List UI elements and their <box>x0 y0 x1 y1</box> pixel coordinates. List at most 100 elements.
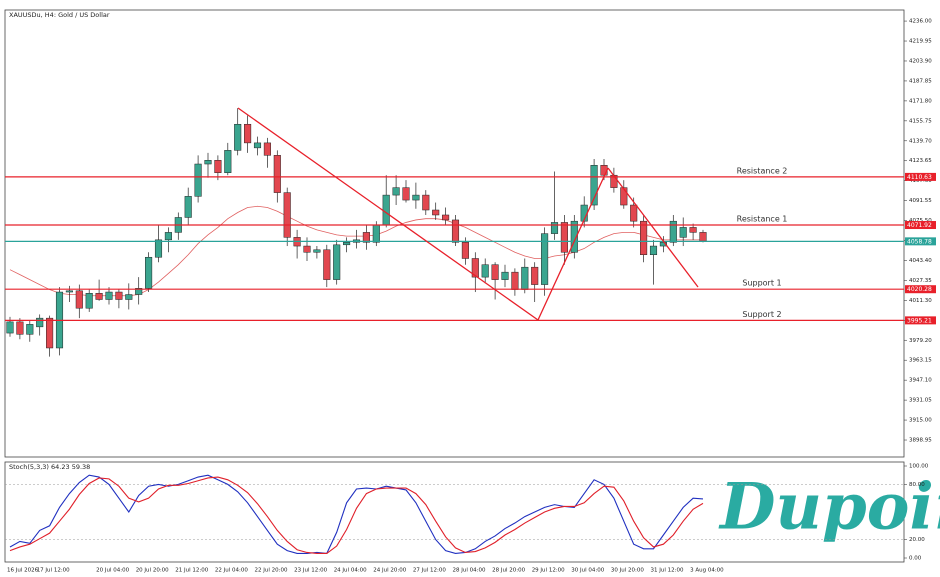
level-label: 4110.63 <box>907 174 932 181</box>
candle-body <box>105 291 113 300</box>
y-tick-label: 3915.00 <box>909 418 932 424</box>
candle-body <box>432 209 440 216</box>
last-price-label: 4058.78 <box>907 238 932 245</box>
candle-body <box>442 214 450 221</box>
candle-body <box>501 271 509 280</box>
candle-body <box>323 249 331 280</box>
candle-body <box>214 160 222 173</box>
candle-body <box>115 291 123 300</box>
candle-body <box>234 123 242 151</box>
candle-body <box>194 163 202 197</box>
candle-body <box>649 245 658 256</box>
candle-body <box>313 249 321 253</box>
candle-body <box>164 232 172 241</box>
candle-body <box>16 321 24 335</box>
y-tick-label: 4187.85 <box>909 78 932 84</box>
candle-body <box>343 242 351 246</box>
x-tick-label: 20 Jul 20:00 <box>136 568 169 574</box>
level-label-box <box>905 221 936 230</box>
y-tick-label: 3979.20 <box>909 338 932 344</box>
candle-body <box>451 219 460 243</box>
candle-body <box>135 288 143 295</box>
level-name: Support 1 <box>742 279 781 288</box>
level-label-box <box>905 316 936 325</box>
candle-body <box>640 220 648 256</box>
x-tick-label: 31 Jul 12:00 <box>651 568 684 574</box>
candle-body <box>491 264 499 280</box>
candle-body <box>184 196 192 218</box>
candle-body <box>511 271 519 290</box>
x-tick-label: 28 Jul 20:00 <box>492 568 525 574</box>
x-tick-label: 3 Aug 04:00 <box>690 568 724 574</box>
main-plot-frame <box>4 9 905 458</box>
candle-body <box>253 142 262 149</box>
x-tick-label: 24 Jul 04:00 <box>334 568 367 574</box>
level-name: Resistance 1 <box>737 215 788 224</box>
candle-body <box>570 220 578 253</box>
watermark: Dupoin <box>718 470 940 545</box>
moving-average <box>9 205 703 297</box>
x-tick-label: 30 Jul 04:00 <box>571 568 604 574</box>
logo: Dupoin <box>718 470 940 545</box>
trendline <box>537 167 609 321</box>
candle-body <box>521 266 529 290</box>
x-tick-label: 22 Jul 20:00 <box>255 568 288 574</box>
x-tick-label: 22 Jul 04:00 <box>215 568 248 574</box>
candle-body <box>85 293 93 309</box>
y-tick-label: 3963.15 <box>909 358 932 364</box>
chart-title: XAUUSDu, H4: Gold / US Dollar <box>9 11 110 19</box>
level-label: 4020.28 <box>907 286 932 293</box>
y-tick-label: 3947.10 <box>909 378 932 384</box>
candle-body <box>145 256 153 289</box>
level-name: Resistance 2 <box>737 166 788 175</box>
sub-plot-frame <box>4 461 905 563</box>
y-tick-label: 4171.80 <box>909 98 932 104</box>
candle-body <box>689 227 697 233</box>
candle-body <box>590 165 598 206</box>
candle-body <box>382 194 390 226</box>
candle-body <box>6 321 14 334</box>
candle-body <box>125 294 133 300</box>
x-tick-label: 24 Jul 20:00 <box>373 568 406 574</box>
x-tick-label: 23 Jul 12:00 <box>294 568 327 574</box>
candle-body <box>154 239 163 258</box>
y-tick-label: 0.00 <box>909 556 922 562</box>
candle-body <box>412 194 420 201</box>
y-tick-label: 3931.05 <box>909 398 932 404</box>
level-label: 4071.92 <box>907 222 932 229</box>
candle-body <box>283 192 291 238</box>
y-tick-label: 20.00 <box>909 537 925 543</box>
level-label-box <box>905 172 936 181</box>
y-tick-label: 4155.75 <box>909 118 932 124</box>
trendlines <box>237 107 699 321</box>
y-tick-label: 4027.35 <box>909 278 932 284</box>
y-tick-label: 4139.70 <box>909 138 932 144</box>
candle-body <box>75 290 83 309</box>
candle-body <box>550 222 559 234</box>
y-tick-label: 3898.95 <box>909 438 932 444</box>
y-tick-label: 4236.00 <box>909 19 932 25</box>
y-tick-label: 4091.55 <box>909 198 932 204</box>
x-tick-label: 30 Jul 20:00 <box>611 568 644 574</box>
candle-body <box>471 258 479 278</box>
candle-body <box>46 317 54 349</box>
candle-body <box>679 227 687 238</box>
candle-body <box>224 150 232 173</box>
y-tick-label: 4107.60 <box>909 178 932 184</box>
x-tick-label: 28 Jul 04:00 <box>453 568 486 574</box>
x-tick-label: 17 Jul 12:00 <box>37 568 70 574</box>
candle-body <box>372 224 380 243</box>
level-label-box <box>905 285 936 294</box>
y-tick-label: 4043.40 <box>909 258 932 264</box>
candle-body <box>461 242 469 259</box>
indicator-line <box>9 476 704 554</box>
candle-body <box>303 245 311 253</box>
candle-body <box>699 232 707 242</box>
x-tick-label: 21 Jul 12:00 <box>175 568 208 574</box>
indicator-title: Stoch(5,3,3) 64.23 59.38 <box>9 463 90 471</box>
candle-body <box>630 204 638 222</box>
candle-body <box>244 123 252 144</box>
candle-body <box>669 220 677 243</box>
candle-body <box>36 317 44 328</box>
x-tick-label: 29 Jul 12:00 <box>532 568 565 574</box>
